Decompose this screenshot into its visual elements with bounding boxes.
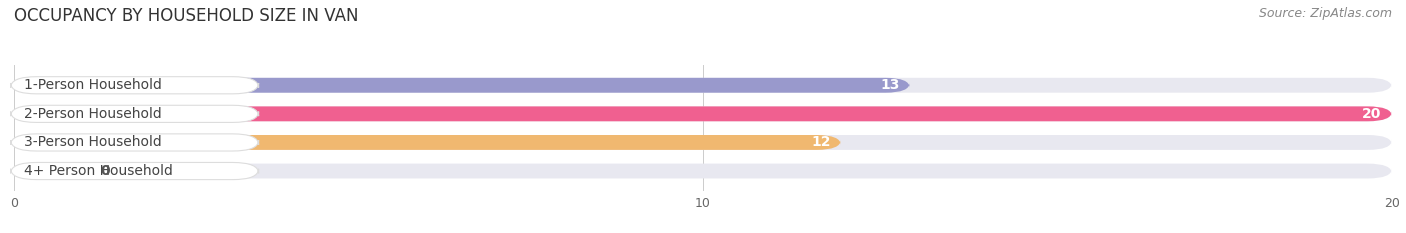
FancyBboxPatch shape [14,135,841,150]
FancyBboxPatch shape [11,77,259,94]
Text: 20: 20 [1362,107,1382,121]
Text: 12: 12 [811,135,831,149]
FancyBboxPatch shape [14,164,83,178]
Text: 0: 0 [100,164,110,178]
Text: OCCUPANCY BY HOUSEHOLD SIZE IN VAN: OCCUPANCY BY HOUSEHOLD SIZE IN VAN [14,7,359,25]
FancyBboxPatch shape [11,162,259,180]
Text: Source: ZipAtlas.com: Source: ZipAtlas.com [1258,7,1392,20]
FancyBboxPatch shape [11,134,259,151]
Text: 1-Person Household: 1-Person Household [24,78,162,92]
FancyBboxPatch shape [14,106,1392,121]
FancyBboxPatch shape [11,105,259,122]
FancyBboxPatch shape [14,78,910,93]
FancyBboxPatch shape [14,135,1392,150]
FancyBboxPatch shape [14,164,1392,178]
FancyBboxPatch shape [14,78,1392,93]
Text: 2-Person Household: 2-Person Household [24,107,162,121]
Text: 13: 13 [880,78,900,92]
Text: 3-Person Household: 3-Person Household [24,135,162,149]
Text: 4+ Person Household: 4+ Person Household [24,164,173,178]
FancyBboxPatch shape [14,106,1392,121]
